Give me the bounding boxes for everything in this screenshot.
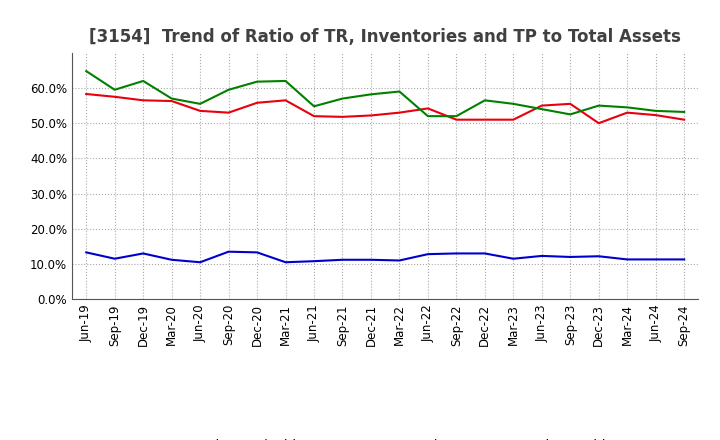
Title: [3154]  Trend of Ratio of TR, Inventories and TP to Total Assets: [3154] Trend of Ratio of TR, Inventories… (89, 28, 681, 46)
Trade Receivables (623, 110, 631, 115)
Inventories (282, 260, 290, 265)
Inventories (253, 250, 261, 255)
Trade Receivables (225, 110, 233, 115)
Inventories (310, 259, 318, 264)
Inventories (652, 257, 660, 262)
Inventories (623, 257, 631, 262)
Trade Payables (509, 101, 518, 106)
Trade Payables (196, 101, 204, 106)
Inventories (395, 258, 404, 263)
Inventories (509, 256, 518, 261)
Trade Payables (480, 98, 489, 103)
Trade Receivables (423, 106, 432, 111)
Trade Payables (395, 89, 404, 94)
Trade Payables (537, 106, 546, 112)
Trade Payables (253, 79, 261, 84)
Trade Payables (452, 114, 461, 119)
Trade Payables (680, 109, 688, 114)
Inventories (366, 257, 375, 262)
Trade Payables (595, 103, 603, 108)
Trade Payables (366, 92, 375, 97)
Trade Payables (310, 104, 318, 109)
Trade Receivables (167, 99, 176, 104)
Inventories (139, 251, 148, 256)
Trade Receivables (196, 108, 204, 114)
Trade Receivables (110, 94, 119, 99)
Trade Receivables (595, 121, 603, 126)
Trade Receivables (537, 103, 546, 108)
Trade Payables (652, 108, 660, 114)
Trade Receivables (480, 117, 489, 122)
Trade Receivables (139, 98, 148, 103)
Trade Receivables (395, 110, 404, 115)
Inventories (566, 254, 575, 260)
Trade Payables (423, 114, 432, 119)
Trade Receivables (566, 101, 575, 106)
Trade Payables (82, 69, 91, 74)
Inventories (338, 257, 347, 262)
Line: Trade Payables: Trade Payables (86, 71, 684, 116)
Trade Receivables (680, 117, 688, 122)
Trade Receivables (652, 113, 660, 118)
Trade Receivables (82, 92, 91, 97)
Inventories (680, 257, 688, 262)
Trade Payables (225, 87, 233, 92)
Inventories (423, 252, 432, 257)
Inventories (82, 250, 91, 255)
Trade Payables (566, 112, 575, 117)
Trade Payables (139, 78, 148, 84)
Inventories (167, 257, 176, 262)
Legend: Trade Receivables, Inventories, Trade Payables: Trade Receivables, Inventories, Trade Pa… (145, 434, 626, 440)
Inventories (225, 249, 233, 254)
Trade Receivables (310, 114, 318, 119)
Trade Receivables (338, 114, 347, 120)
Inventories (595, 253, 603, 259)
Inventories (480, 251, 489, 256)
Trade Payables (110, 87, 119, 92)
Inventories (196, 260, 204, 265)
Trade Payables (338, 96, 347, 101)
Line: Inventories: Inventories (86, 252, 684, 262)
Trade Receivables (366, 113, 375, 118)
Trade Receivables (253, 100, 261, 106)
Trade Payables (623, 105, 631, 110)
Inventories (110, 256, 119, 261)
Trade Receivables (282, 98, 290, 103)
Trade Payables (167, 96, 176, 101)
Inventories (452, 251, 461, 256)
Trade Payables (282, 78, 290, 84)
Line: Trade Receivables: Trade Receivables (86, 94, 684, 123)
Trade Receivables (509, 117, 518, 122)
Inventories (537, 253, 546, 259)
Trade Receivables (452, 117, 461, 122)
